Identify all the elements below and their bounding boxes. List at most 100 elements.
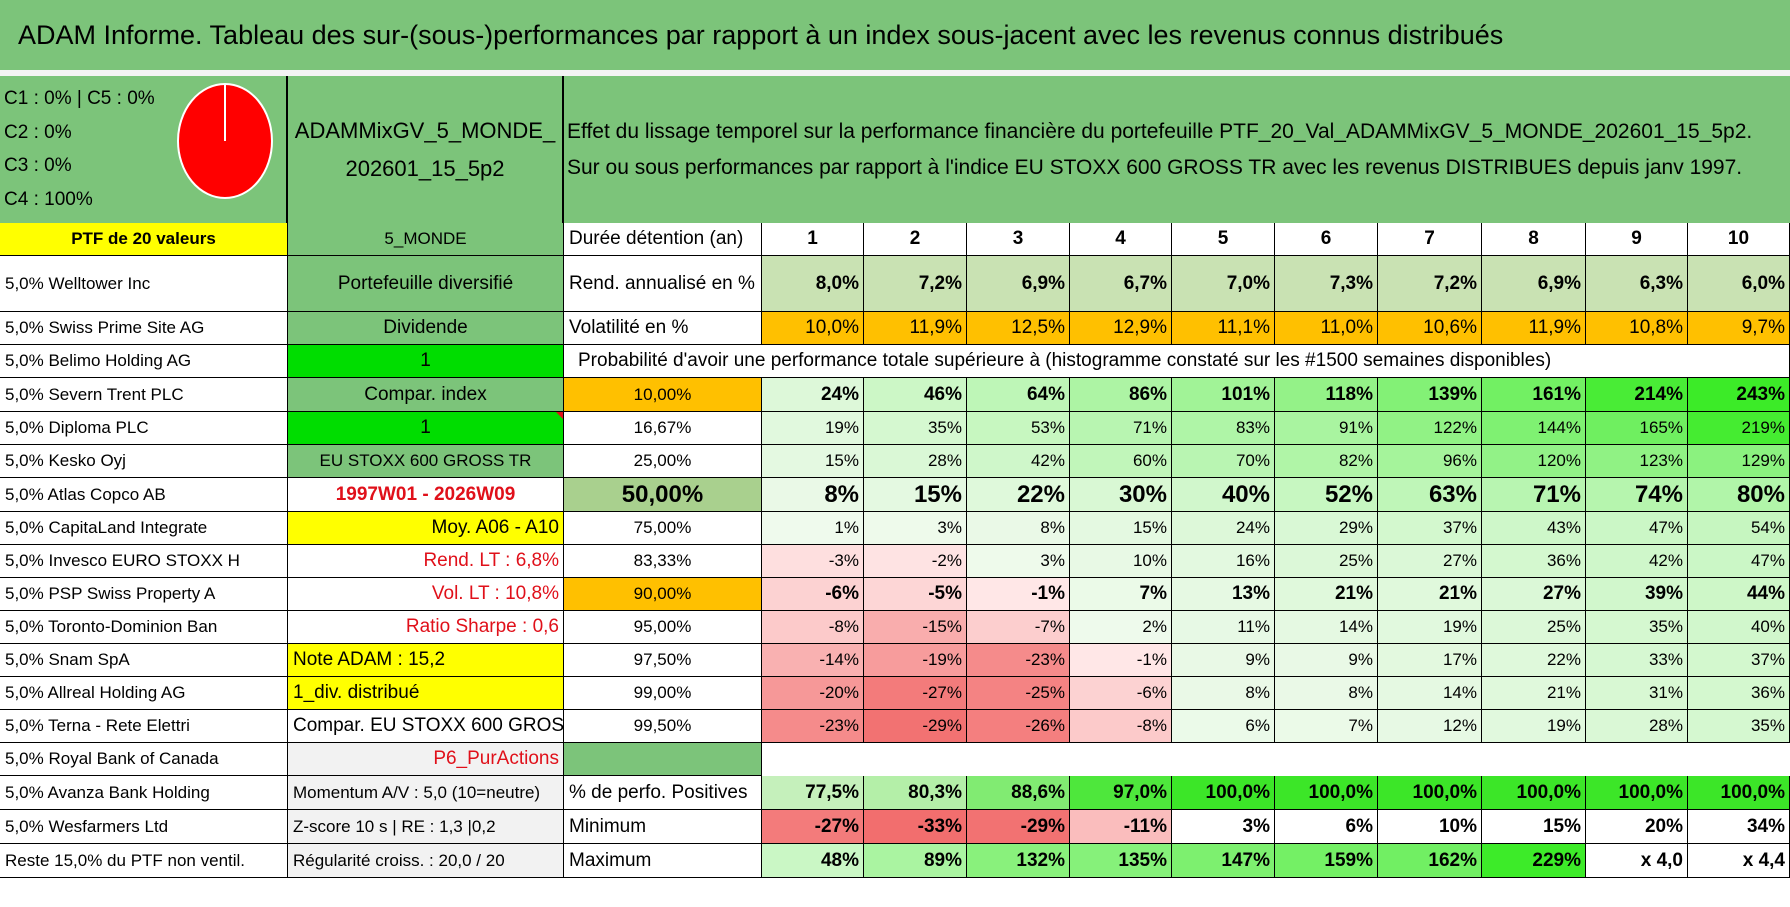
probability-cell: -7%	[967, 611, 1070, 644]
header-divider-right	[562, 76, 564, 223]
composition-block: C1 : 0% | C5 : 0% C2 : 0% C3 : 0% C4 : 1…	[0, 76, 176, 223]
minimum-value: 15%	[1482, 810, 1586, 844]
probability-cell: 80%	[1688, 478, 1790, 512]
maximum-value: x 4,4	[1688, 844, 1790, 878]
composition-pie-chart	[177, 83, 273, 199]
volatility-value: 10,8%	[1586, 312, 1688, 345]
probability-cell: 64%	[967, 378, 1070, 412]
probability-cell: 161%	[1482, 378, 1586, 412]
volatility-value: 10,6%	[1378, 312, 1482, 345]
probability-cell: 40%	[1172, 478, 1275, 512]
probability-level: 90,00%	[564, 578, 762, 611]
maximum-value: 229%	[1482, 844, 1586, 878]
probability-cell: 1%	[762, 512, 864, 545]
dividend-label: Dividende	[288, 312, 564, 345]
probability-cell: 52%	[1275, 478, 1378, 512]
comment-marker-icon	[556, 412, 563, 419]
probability-cell: 243%	[1688, 378, 1790, 412]
year-header-9: 9	[1586, 223, 1688, 256]
volatility-value: 9,7%	[1688, 312, 1790, 345]
probability-cell: 9%	[1172, 644, 1275, 677]
maximum-value: 162%	[1378, 844, 1482, 878]
probability-cell: 123%	[1586, 445, 1688, 478]
year-header-10: 10	[1688, 223, 1790, 256]
return-value: 7,3%	[1275, 256, 1378, 312]
year-header-6: 6	[1275, 223, 1378, 256]
compare-index-value: 1	[288, 412, 564, 445]
probability-level: 25,00%	[564, 445, 762, 478]
return-value: 6,3%	[1586, 256, 1688, 312]
positives-label: % de perfo. Positives	[564, 776, 762, 810]
maximum-value: 147%	[1172, 844, 1275, 878]
probability-cell: 24%	[762, 378, 864, 412]
probability-cell: 47%	[1586, 512, 1688, 545]
portfolio-description: Effet du lissage temporel sur la perform…	[565, 76, 1790, 223]
probability-cell: 214%	[1586, 378, 1688, 412]
probability-cell: 42%	[1586, 545, 1688, 578]
holding-row: 5,0% Toronto-Dominion Ban	[0, 611, 288, 644]
minimum-value: -33%	[864, 810, 967, 844]
probability-cell: 8%	[762, 478, 864, 512]
minimum-value: 6%	[1275, 810, 1378, 844]
holding-row: 5,0% Royal Bank of Canada	[0, 743, 288, 776]
performance-sheet: C1 : 0% | C5 : 0% C2 : 0% C3 : 0% C4 : 1…	[0, 76, 1790, 888]
probability-cell: -3%	[762, 545, 864, 578]
volatility-value: 11,9%	[1482, 312, 1586, 345]
probability-level: 83,33%	[564, 545, 762, 578]
period-range: 1997W01 - 2026W09	[288, 478, 564, 512]
description-line-2: Sur ou sous performances par rapport à l…	[567, 155, 1743, 179]
positives-value: 100,0%	[1275, 776, 1378, 810]
long-term-volatility: Vol. LT : 10,8%	[288, 578, 564, 611]
return-value: 7,2%	[1378, 256, 1482, 312]
volatility-value: 11,1%	[1172, 312, 1275, 345]
page-title: ADAM Informe. Tableau des sur-(sous-)per…	[0, 0, 1790, 70]
probability-cell: -1%	[967, 578, 1070, 611]
probability-cell: 3%	[967, 545, 1070, 578]
holding-row: 5,0% Allreal Holding AG	[0, 677, 288, 710]
probability-level: 99,00%	[564, 677, 762, 710]
probability-cell: 24%	[1172, 512, 1275, 545]
probability-level: 75,00%	[564, 512, 762, 545]
probability-cell: 17%	[1378, 644, 1482, 677]
zone-header: 5_MONDE	[288, 223, 564, 256]
probability-cell: 25%	[1275, 545, 1378, 578]
probability-cell: -19%	[864, 644, 967, 677]
probability-cell: 8%	[1172, 677, 1275, 710]
probability-cell: -15%	[864, 611, 967, 644]
minimum-value: -29%	[967, 810, 1070, 844]
portfolio-type: Portefeuille diversifié	[288, 256, 564, 312]
probability-level: 16,67%	[564, 412, 762, 445]
probability-cell: 16%	[1172, 545, 1275, 578]
probability-cell: -26%	[967, 710, 1070, 743]
maximum-value: 132%	[967, 844, 1070, 878]
holding-row: 5,0% Welltower Inc	[0, 256, 288, 312]
probability-cell: 96%	[1378, 445, 1482, 478]
portfolio-name: ADAMMixGV_5_MONDE_202601_15_5p2	[294, 117, 556, 181]
composition-c2: C2 : 0%	[4, 121, 72, 143]
probability-cell: 37%	[1378, 512, 1482, 545]
probability-cell: 11%	[1172, 611, 1275, 644]
positives-value: 100,0%	[1688, 776, 1790, 810]
holding-row: 5,0% Kesko Oyj	[0, 445, 288, 478]
year-header-7: 7	[1378, 223, 1482, 256]
year-header-4: 4	[1070, 223, 1172, 256]
maximum-value: x 4,0	[1586, 844, 1688, 878]
maximum-value: 89%	[864, 844, 967, 878]
comparison-index: Compar. EU STOXX 600 GROSS TR	[288, 710, 564, 743]
probability-cell: -8%	[1070, 710, 1172, 743]
probability-cell: -6%	[762, 578, 864, 611]
duration-label: Durée détention (an)	[564, 223, 762, 256]
probability-cell: 22%	[1482, 644, 1586, 677]
probability-cell: 36%	[1688, 677, 1790, 710]
probability-cell: 8%	[967, 512, 1070, 545]
year-header-3: 3	[967, 223, 1070, 256]
positives-value: 100,0%	[1586, 776, 1688, 810]
year-header-5: 5	[1172, 223, 1275, 256]
volatility-value: 11,9%	[864, 312, 967, 345]
minimum-label: Minimum	[564, 810, 762, 844]
probability-cell: 27%	[1482, 578, 1586, 611]
index-name: EU STOXX 600 GROSS TR	[288, 445, 564, 478]
positives-value: 77,5%	[762, 776, 864, 810]
year-header-2: 2	[864, 223, 967, 256]
probability-cell: 120%	[1482, 445, 1586, 478]
